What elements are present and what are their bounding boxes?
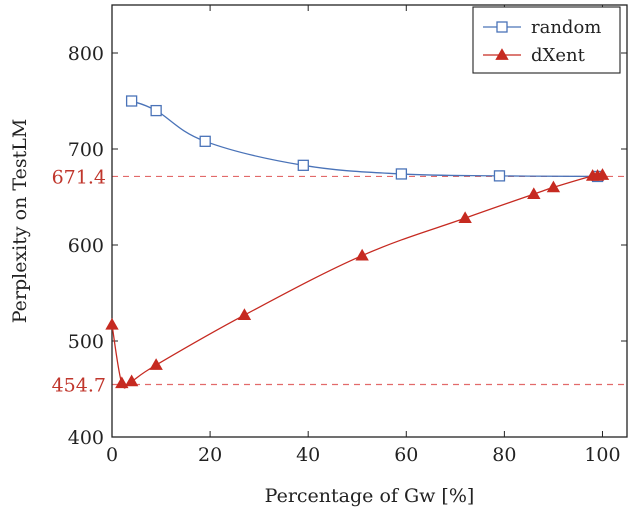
y-axis-label: Perplexity on TestLM [9, 119, 31, 324]
data-point [493, 170, 506, 182]
legend-entry: dXent [531, 45, 586, 66]
x-tick-label: 40 [296, 444, 320, 466]
data-point [595, 168, 610, 180]
data-point [458, 211, 472, 224]
legend-marker [495, 48, 509, 60]
data-point [199, 135, 211, 147]
y-tick-label: 600 [68, 235, 104, 257]
legend: random dXent [472, 6, 621, 74]
data-point [125, 95, 138, 107]
x-axis-label: Percentage of Gw [%] [265, 485, 475, 507]
data-point [355, 248, 369, 261]
data-point [124, 374, 139, 387]
axes: 0 20 40 60 80 100 400 500 600 700 800 [68, 4, 628, 466]
series-layer [105, 95, 610, 389]
data-point [395, 168, 408, 180]
reference-line-label: 671.4 [52, 166, 106, 188]
y-tick-label: 700 [68, 139, 104, 161]
y-tick-label: 800 [68, 43, 104, 65]
x-tick-label: 80 [492, 444, 516, 466]
series-line [111, 174, 603, 389]
series-dXent [105, 168, 610, 389]
data-point [546, 180, 561, 193]
y-tick-label: 500 [68, 331, 104, 353]
y-tick-label: 400 [68, 427, 104, 449]
data-point [237, 308, 252, 320]
x-tick-label: 100 [584, 444, 620, 466]
reference-line-label: 454.7 [52, 374, 106, 396]
data-point [105, 317, 119, 330]
legend-marker [496, 21, 508, 33]
reference-lines: 671.4 454.7 [52, 166, 627, 396]
x-tick-label: 60 [394, 444, 418, 466]
data-point [297, 159, 309, 171]
plot-frame [111, 4, 628, 438]
data-point [150, 104, 162, 117]
x-tick-label: 20 [198, 444, 222, 466]
x-tick-label: 0 [106, 444, 118, 466]
data-point [149, 358, 163, 370]
labels-layer: Percentage of Gw [%] Perplexity on TestL… [9, 119, 474, 507]
legend-entry: random [531, 17, 601, 38]
series-random [125, 95, 604, 183]
legend-box [472, 6, 621, 74]
data-point [527, 187, 541, 200]
data-point [115, 376, 129, 389]
